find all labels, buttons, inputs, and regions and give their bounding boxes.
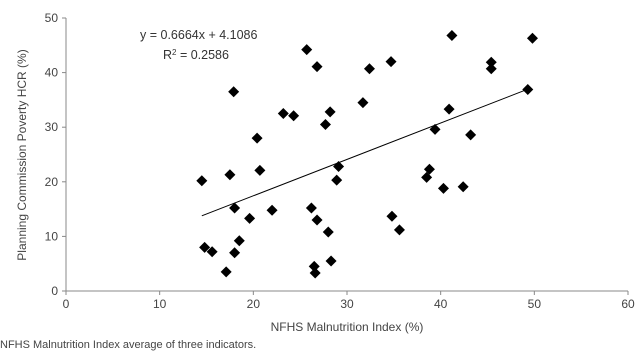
data-point — [288, 110, 300, 122]
data-point — [423, 163, 435, 175]
data-point — [363, 63, 375, 75]
data-point — [522, 84, 534, 96]
y-tick-label: 10 — [45, 229, 59, 243]
data-point — [251, 132, 263, 144]
x-tick-label: 0 — [63, 297, 70, 311]
data-point — [228, 86, 240, 98]
data-point — [206, 246, 218, 258]
data-point — [386, 210, 398, 222]
footnote: NFHS Malnutrition Index average of three… — [0, 339, 257, 351]
data-point — [305, 202, 317, 214]
scatter-chart: Planning Commission Poverty HCR (%) NFHS… — [15, 11, 635, 334]
data-point — [437, 182, 449, 194]
x-tick-label: 50 — [528, 297, 542, 311]
data-point — [309, 267, 321, 279]
data-point — [233, 235, 245, 247]
data-point — [324, 106, 336, 118]
y-tick-label: 0 — [51, 284, 58, 298]
data-point — [199, 241, 211, 253]
data-point — [229, 247, 241, 259]
data-point — [446, 29, 458, 41]
data-point — [244, 212, 256, 224]
data-point — [526, 32, 538, 44]
y-tick-label: 20 — [45, 175, 59, 189]
y-tick-label: 50 — [45, 11, 59, 25]
data-point — [485, 56, 497, 68]
y-tick-label: 30 — [45, 120, 59, 134]
x-tick-label: 60 — [621, 297, 635, 311]
y-axis-title: Planning Commission Poverty HCR (%) — [15, 49, 29, 260]
x-tick-label: 40 — [434, 297, 448, 311]
data-point — [322, 226, 334, 238]
data-point — [266, 204, 278, 216]
trendline — [201, 87, 530, 217]
data-point — [196, 175, 208, 187]
x-tick-label: 20 — [247, 297, 261, 311]
data-point — [220, 266, 232, 278]
x-axis-title: NFHS Malnutrition Index (%) — [271, 320, 424, 334]
x-tick-label: 10 — [153, 297, 167, 311]
data-point — [357, 97, 369, 109]
data-point — [325, 255, 337, 267]
x-tick-label: 30 — [340, 297, 354, 311]
data-point — [277, 108, 289, 120]
trendline-equation: y = 0.6664x + 4.1086 — [140, 28, 258, 42]
y-tick-label: 40 — [45, 66, 59, 80]
data-point — [311, 214, 323, 226]
data-point — [485, 63, 497, 75]
data-point — [229, 202, 241, 214]
data-point — [465, 129, 477, 141]
data-point — [254, 164, 266, 176]
data-point — [319, 118, 331, 130]
data-point — [224, 169, 236, 181]
data-point — [308, 260, 320, 272]
data-point — [333, 161, 345, 173]
data-point — [457, 181, 469, 193]
data-point — [301, 44, 313, 56]
data-point — [331, 174, 343, 186]
data-point — [393, 224, 405, 236]
data-point — [429, 123, 441, 135]
r-squared-label: R2 = 0.2586 — [163, 48, 229, 63]
data-point — [443, 103, 455, 115]
data-point — [385, 56, 397, 68]
data-point — [311, 61, 323, 73]
